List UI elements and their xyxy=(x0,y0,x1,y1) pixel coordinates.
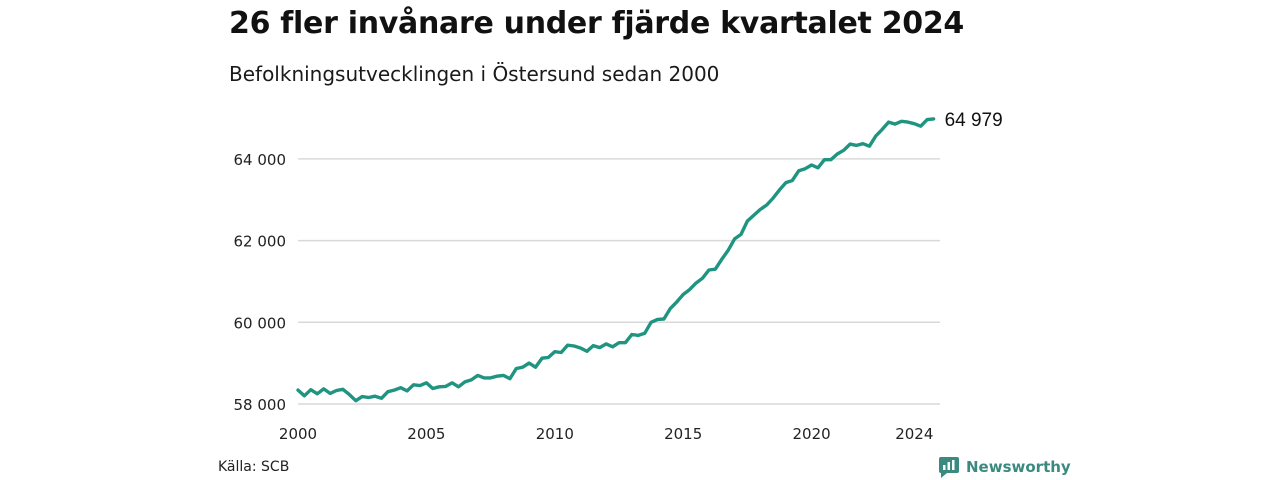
y-tick-label: 58 000 xyxy=(234,396,287,414)
chart-title: 26 fler invånare under fjärde kvartalet … xyxy=(229,6,964,41)
x-tick-label: 2010 xyxy=(536,425,574,443)
brand-logo: Newsworthy xyxy=(938,456,1071,478)
x-tick-label: 2000 xyxy=(279,425,317,443)
x-tick-label: 2015 xyxy=(664,425,702,443)
x-tick-label: 2005 xyxy=(407,425,445,443)
population-line xyxy=(296,117,936,403)
newsworthy-icon xyxy=(939,457,959,478)
y-tick-label: 62 000 xyxy=(234,233,287,251)
x-axis-ticks: 2000 2005 2010 2015 2020 2024 xyxy=(279,425,934,443)
y-tick-label: 64 000 xyxy=(234,151,287,169)
y-tick-label: 60 000 xyxy=(234,314,287,332)
end-value-label: 64 979 xyxy=(945,110,1003,131)
chart-subtitle: Befolkningsutvecklingen i Östersund seda… xyxy=(229,62,720,86)
x-tick-label: 2024 xyxy=(895,425,933,443)
y-axis-ticks: 58 000 60 000 62 000 64 000 xyxy=(234,151,287,414)
x-tick-label: 2020 xyxy=(793,425,831,443)
grid-lines xyxy=(298,158,940,405)
brand-name: Newsworthy xyxy=(966,458,1071,476)
source-note: Källa: SCB xyxy=(218,459,290,475)
